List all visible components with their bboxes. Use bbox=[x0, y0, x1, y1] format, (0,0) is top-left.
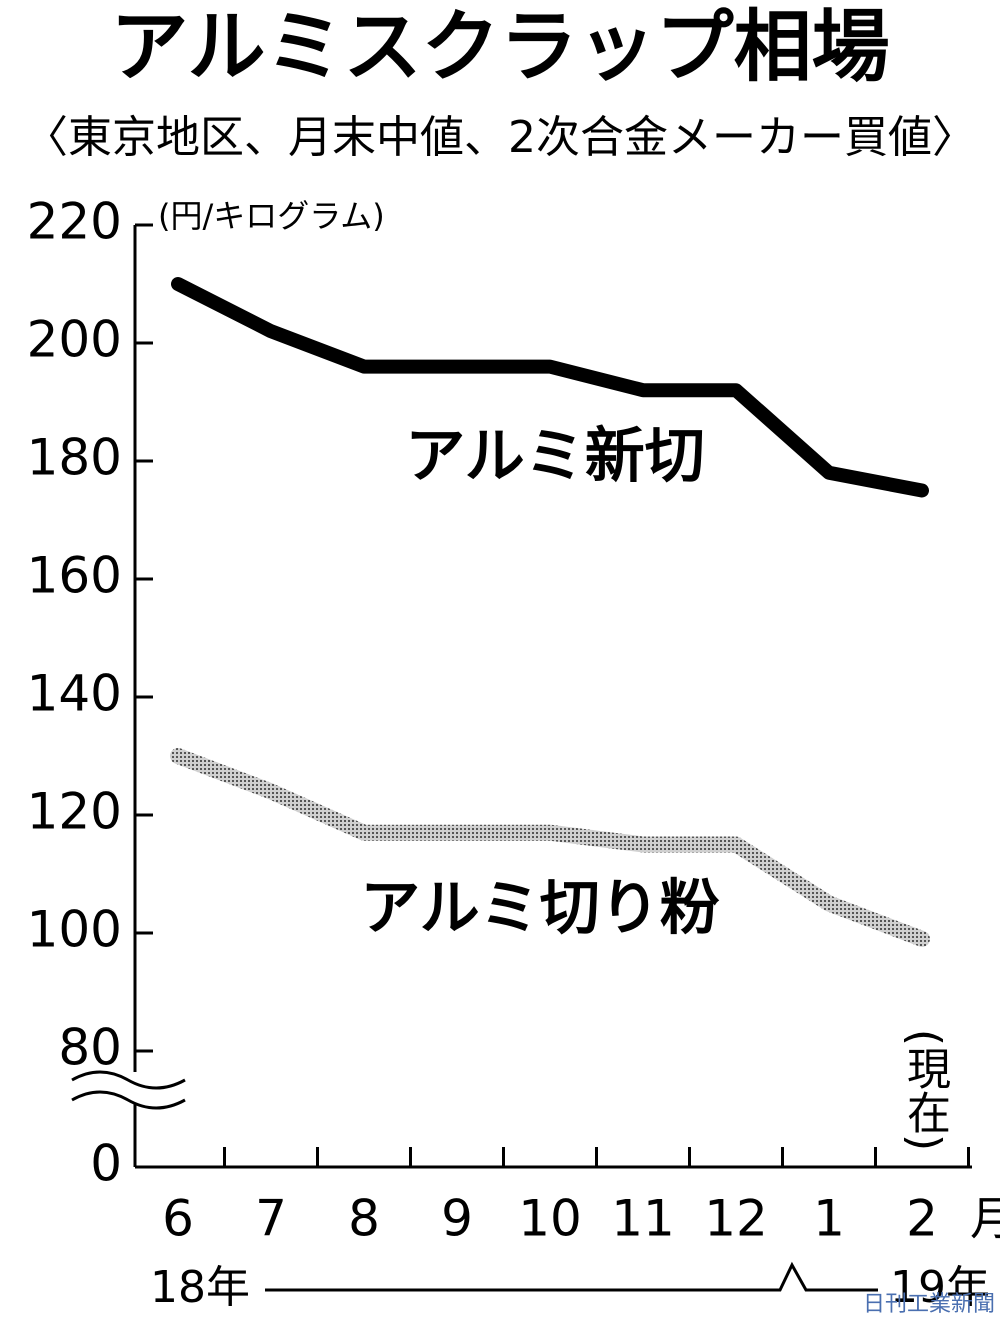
series-line bbox=[171, 277, 929, 498]
series-line bbox=[170, 748, 930, 947]
axis-break bbox=[71, 1070, 186, 1110]
year-label: 19年 bbox=[890, 1262, 990, 1313]
x-tick-label: 11 bbox=[611, 1190, 675, 1248]
axis-break-gap bbox=[70, 1072, 190, 1104]
y-tick-label: 180 bbox=[27, 429, 122, 487]
y-tick-label: 80 bbox=[58, 1019, 122, 1077]
x-tick-label: 9 bbox=[441, 1190, 473, 1248]
annotation: (現在) bbox=[899, 1029, 950, 1151]
year-line bbox=[265, 1261, 878, 1292]
y-tick-label: 160 bbox=[27, 547, 122, 605]
series-label: アルミ新切 bbox=[405, 422, 704, 492]
y-tick-label: 120 bbox=[27, 783, 122, 841]
x-unit: 月 bbox=[970, 1192, 1000, 1246]
source: 日刊工業新聞 bbox=[863, 1292, 995, 1317]
y-tick-label: 200 bbox=[27, 311, 122, 369]
y-tick-label: 220 bbox=[27, 193, 122, 251]
y-tick-label: 140 bbox=[27, 665, 122, 723]
y-axis-label: (円/キログラム) bbox=[158, 197, 385, 235]
y-tick-label: 0 bbox=[90, 1135, 122, 1193]
y-tick-label: 100 bbox=[27, 901, 122, 959]
x-tick-label: 6 bbox=[162, 1190, 194, 1248]
chart-title: アルミスクラップ相場 bbox=[110, 2, 889, 92]
chart-subtitle: 〈東京地区、月末中値、2次合金メーカー買値〉 bbox=[24, 112, 976, 163]
year-label: 18年 bbox=[150, 1262, 250, 1313]
x-tick-label: 10 bbox=[518, 1190, 582, 1248]
x-tick-label: 12 bbox=[704, 1190, 768, 1248]
x-tick-label: 2 bbox=[906, 1190, 938, 1248]
x-tick-label: 7 bbox=[255, 1190, 287, 1248]
series-label: アルミ切り粉 bbox=[360, 874, 719, 944]
x-tick-label: 1 bbox=[813, 1190, 845, 1248]
x-tick-label: 8 bbox=[348, 1190, 380, 1248]
